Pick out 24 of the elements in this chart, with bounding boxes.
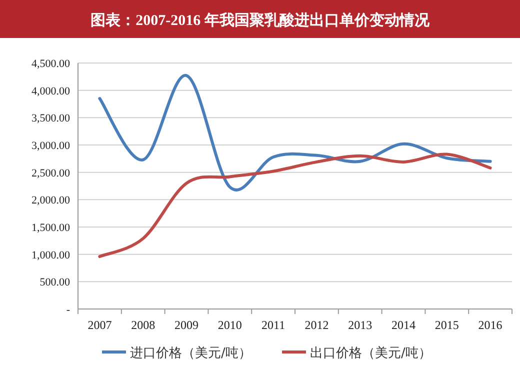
y-tick-label: 500.00 <box>40 276 70 289</box>
x-tick-label: 2009 <box>174 318 198 332</box>
y-tick-label: 1,500.00 <box>32 222 70 234</box>
y-tick-label: - <box>66 304 70 316</box>
x-tick-label: 2016 <box>478 318 502 332</box>
legend-label: 进口价格（美元/吨） <box>130 345 252 361</box>
y-tick-label: 2,500.00 <box>32 167 70 180</box>
x-tick-label: 2007 <box>88 318 112 332</box>
x-tick-label: 2013 <box>348 318 372 332</box>
x-tick-label: 2012 <box>304 318 329 332</box>
x-tick-label: 2015 <box>434 318 459 332</box>
chart-title: 图表：2007-2016 年我国聚乳酸进出口单价变动情况 <box>90 11 430 29</box>
x-tick-label: 2014 <box>392 318 416 332</box>
legend-label: 出口价格（美元/吨） <box>310 345 432 361</box>
x-tick-label: 2008 <box>131 318 156 332</box>
y-tick-label: 1,000.00 <box>32 249 70 262</box>
y-tick-label: 3,500.00 <box>32 112 70 125</box>
y-tick-label: 4,000.00 <box>32 85 70 98</box>
x-tick-label: 2011 <box>262 318 286 332</box>
y-tick-label: 4,500.00 <box>32 58 70 70</box>
y-tick-label: 3,000.00 <box>32 140 70 152</box>
line-series <box>98 152 492 258</box>
y-tick-label: 2,000.00 <box>32 194 70 207</box>
x-tick-label: 2010 <box>218 318 242 332</box>
